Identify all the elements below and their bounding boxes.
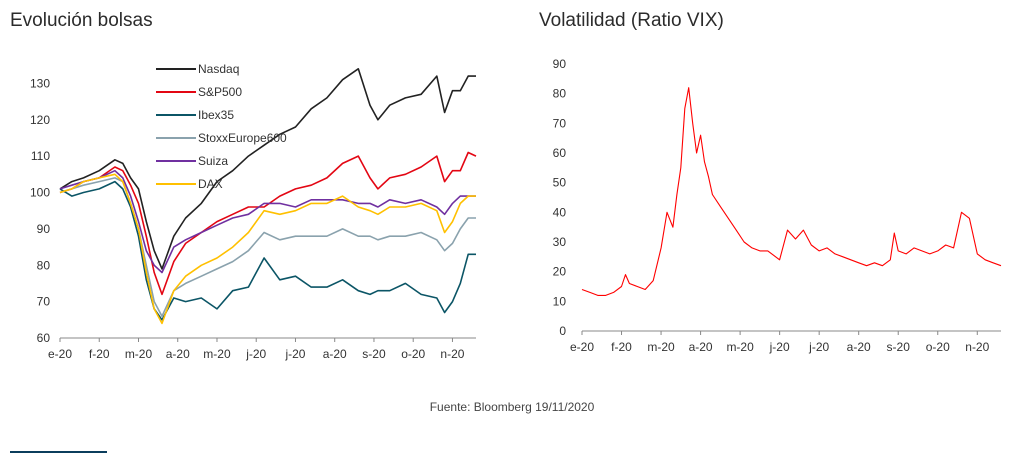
y-tick-label: 60 — [37, 331, 51, 345]
y-tick-label: 90 — [37, 222, 51, 236]
x-tick-label: j-20 — [769, 340, 790, 354]
series-line-suiza — [59, 169, 476, 274]
y-tick-label: 130 — [30, 76, 50, 90]
chart-title-vix: Volatilidad (Ratio VIX) — [539, 10, 724, 31]
series-line-ibex35 — [59, 180, 476, 321]
x-tick-label: o-20 — [926, 340, 950, 354]
series-line-nasdaq — [59, 68, 476, 270]
series-line-dax — [59, 173, 476, 325]
x-tick-label: j-20 — [245, 347, 266, 361]
legend-label: DAX — [198, 177, 223, 191]
x-tick-label: m-20 — [726, 340, 754, 354]
x-tick-label: e-20 — [570, 340, 594, 354]
chart-title-bolsas: Evolución bolsas — [10, 10, 153, 31]
x-tick-label: f-20 — [611, 340, 632, 354]
y-tick-label: 40 — [553, 205, 567, 219]
y-tick-label: 50 — [553, 176, 567, 190]
legend-label: Suiza — [198, 154, 228, 168]
y-tick-label: 10 — [553, 294, 567, 308]
y-tick-label: 0 — [559, 324, 566, 338]
x-tick-label: j-20 — [284, 347, 305, 361]
x-tick-label: m-20 — [125, 347, 153, 361]
legend-label: Nasdaq — [198, 62, 239, 76]
y-tick-label: 110 — [31, 149, 50, 163]
y-tick-label: 60 — [553, 146, 567, 160]
x-tick-label: a-20 — [323, 347, 347, 361]
y-tick-label: 80 — [553, 87, 567, 101]
x-tick-label: f-20 — [89, 347, 110, 361]
series-line-vix — [581, 87, 1002, 296]
footer-rule — [10, 451, 107, 453]
x-tick-label: n-20 — [440, 347, 464, 361]
x-tick-label: m-20 — [647, 340, 675, 354]
y-tick-label: 70 — [37, 295, 51, 309]
y-tick-label: 100 — [30, 186, 50, 200]
x-tick-label: s-20 — [887, 340, 911, 354]
x-tick-label: m-20 — [203, 347, 231, 361]
y-tick-label: 70 — [553, 116, 567, 130]
y-tick-label: 90 — [553, 57, 567, 71]
y-tick-label: 20 — [553, 265, 567, 279]
y-tick-label: 120 — [30, 113, 50, 127]
y-tick-label: 30 — [553, 235, 567, 249]
x-tick-label: j-20 — [808, 340, 829, 354]
legend-label: Ibex35 — [198, 108, 234, 122]
x-tick-label: a-20 — [847, 340, 871, 354]
x-tick-label: a-20 — [689, 340, 713, 354]
legend-label: S&P500 — [198, 85, 242, 99]
x-tick-label: a-20 — [166, 347, 190, 361]
y-tick-label: 80 — [37, 258, 51, 272]
x-tick-label: o-20 — [401, 347, 425, 361]
series-line-s-p500 — [59, 151, 477, 296]
x-tick-label: s-20 — [362, 347, 386, 361]
source-note: Fuente: Bloomberg 19/11/2020 — [429, 400, 595, 414]
x-tick-label: n-20 — [965, 340, 989, 354]
legend-label: StoxxEurope600 — [198, 131, 287, 145]
x-tick-label: e-20 — [48, 347, 72, 361]
